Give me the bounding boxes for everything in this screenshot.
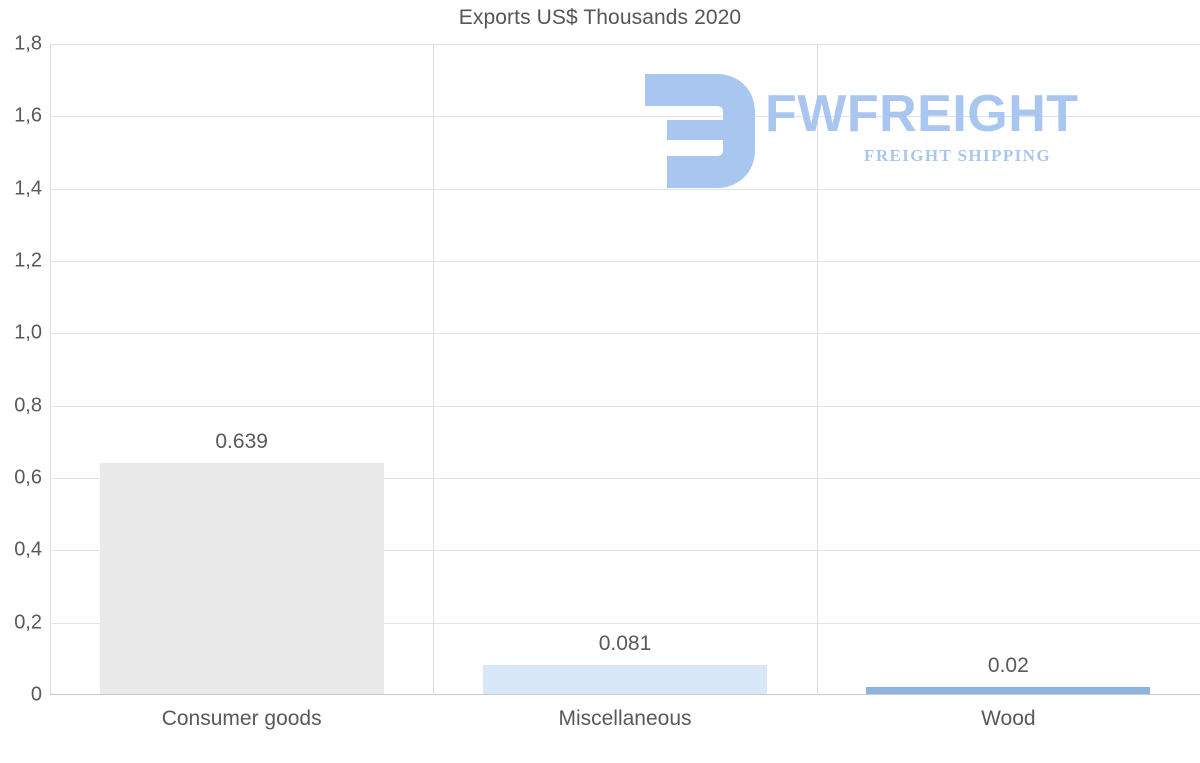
y-axis-tick-label: 0,8: [14, 394, 42, 417]
gridline-horizontal: [50, 405, 1200, 407]
gridline-horizontal: [50, 188, 1200, 190]
y-axis-tick-label: 1,6: [14, 104, 42, 127]
bar-value-label: 0.081: [598, 631, 652, 655]
y-axis-tick-label: 0,2: [14, 611, 42, 634]
gridline-horizontal: [50, 116, 1200, 118]
gridline-horizontal: [50, 44, 1200, 45]
y-axis-tick-label: 1,2: [14, 249, 42, 272]
y-axis-tick-label: 1,4: [14, 177, 42, 200]
gridline-horizontal: [50, 261, 1200, 262]
bar[interactable]: [483, 664, 767, 694]
category-separator-line: [817, 44, 818, 695]
y-axis-tick-label: 0: [30, 683, 42, 706]
plot-area: [50, 44, 1200, 695]
gridline-horizontal: [50, 550, 1200, 552]
x-axis-category-label: Wood: [981, 707, 1036, 730]
bar[interactable]: [866, 686, 1150, 694]
bar-value-label: 0.02: [987, 653, 1029, 677]
x-axis-line: [50, 694, 1200, 695]
y-axis-tick-label: 1,8: [14, 32, 42, 55]
x-axis-category-label: Miscellaneous: [558, 707, 692, 730]
x-axis-category-label: Consumer goods: [161, 707, 322, 730]
chart-title: Exports US$ Thousands 2020: [458, 6, 742, 29]
gridline-horizontal: [50, 478, 1200, 479]
bar-value-label: 0.639: [215, 429, 268, 453]
category-separator-line: [433, 44, 434, 695]
bar[interactable]: [100, 462, 384, 694]
y-axis-line: [50, 44, 51, 695]
y-axis-tick-label: 0,6: [14, 466, 42, 489]
y-axis-tick-label: 0,4: [14, 538, 42, 561]
gridline-horizontal: [50, 622, 1200, 624]
y-axis-tick-label: 1,0: [14, 321, 42, 344]
gridline-horizontal: [50, 333, 1200, 335]
